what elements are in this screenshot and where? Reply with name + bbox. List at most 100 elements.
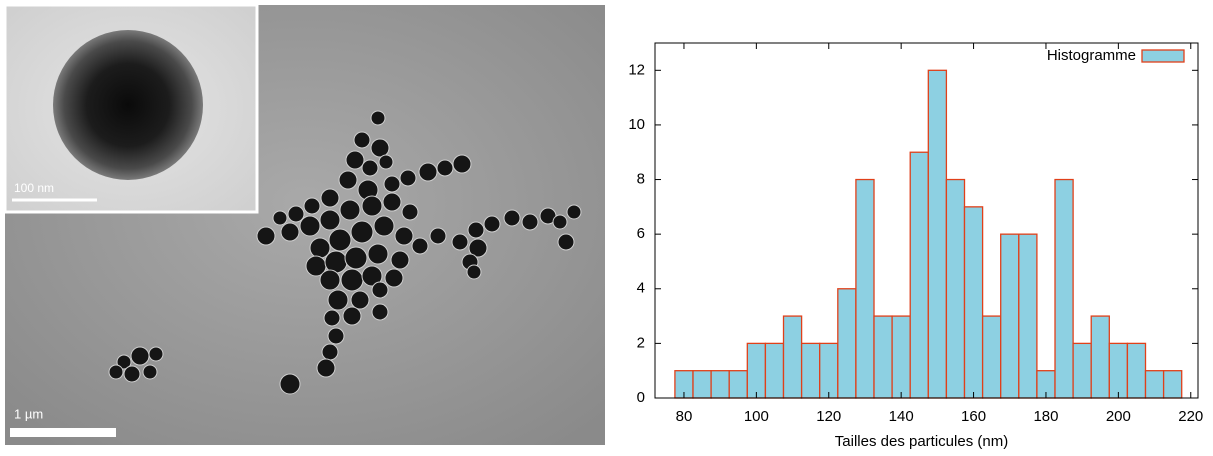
x-tick-label: 220 — [1178, 408, 1203, 425]
particle — [327, 289, 349, 311]
particle — [339, 199, 361, 221]
particle — [451, 233, 469, 251]
particle — [383, 175, 401, 193]
y-tick-label: 10 — [628, 116, 645, 133]
particle — [361, 195, 383, 217]
bar — [891, 315, 911, 399]
particle — [361, 159, 379, 177]
x-axis-label: Tailles des particules (nm) — [835, 433, 1008, 450]
particle — [323, 309, 341, 327]
inset-scale-label: 100 nm — [14, 181, 54, 195]
particle — [350, 290, 370, 310]
particle — [503, 209, 521, 227]
bar — [1144, 370, 1165, 399]
particle — [299, 215, 321, 237]
bar — [764, 342, 785, 399]
bar — [746, 342, 767, 399]
particle — [429, 227, 447, 245]
bar — [1108, 342, 1129, 399]
particle — [373, 215, 395, 237]
particle — [370, 138, 390, 158]
bar — [855, 178, 875, 399]
bar — [1162, 370, 1183, 399]
particle — [320, 188, 340, 208]
particle — [384, 268, 404, 288]
particle — [382, 192, 402, 212]
x-tick-label: 180 — [1033, 408, 1058, 425]
y-tick-label: 12 — [628, 61, 645, 78]
particle — [319, 269, 341, 291]
particle — [280, 222, 300, 242]
particle — [399, 169, 417, 187]
particle — [394, 226, 414, 246]
x-tick-label: 100 — [744, 408, 769, 425]
particle — [350, 220, 374, 244]
particle — [378, 154, 394, 170]
particle — [328, 228, 352, 252]
particle — [411, 237, 429, 255]
bar — [837, 288, 857, 399]
particle — [342, 306, 362, 326]
bar — [1000, 233, 1020, 399]
particle — [130, 346, 150, 366]
particle — [361, 265, 383, 287]
particle — [340, 268, 364, 292]
scale-bar — [10, 428, 116, 437]
bar — [873, 315, 893, 399]
y-tick-label: 6 — [637, 225, 645, 242]
particle — [321, 343, 339, 361]
particle — [287, 205, 305, 223]
particle — [319, 209, 341, 231]
particle — [272, 210, 288, 226]
particle — [418, 162, 438, 182]
particle — [327, 327, 345, 345]
bar — [710, 370, 730, 399]
particle — [370, 110, 386, 126]
bar — [1126, 342, 1147, 399]
x-tick-label: 200 — [1106, 408, 1131, 425]
bar — [800, 342, 821, 399]
particle — [401, 203, 419, 221]
y-tick-label: 4 — [637, 280, 645, 297]
particle — [148, 346, 164, 362]
bar — [692, 370, 712, 399]
x-tick-label: 120 — [816, 408, 841, 425]
x-tick-label: 160 — [961, 408, 986, 425]
bar — [927, 69, 948, 399]
particle — [468, 238, 488, 258]
particle — [452, 154, 472, 174]
particle — [353, 131, 371, 149]
bar — [945, 178, 966, 399]
particles — [108, 110, 582, 395]
y-tick-label: 8 — [637, 171, 645, 188]
bar — [1072, 342, 1092, 399]
scale-label: 1 µm — [14, 406, 43, 421]
particle — [279, 373, 301, 395]
particle — [521, 213, 539, 231]
bar — [782, 315, 803, 399]
bar — [1018, 233, 1038, 399]
particle — [436, 159, 454, 177]
inset-particle — [53, 30, 203, 180]
x-tick-label: 140 — [889, 408, 914, 425]
particle — [390, 250, 410, 270]
particle — [116, 354, 132, 370]
histogram-chart: 0 2 4 6 8 10 12 80 100 120 140 160 180 200 220 Tailles … — [628, 42, 1203, 450]
particle — [303, 197, 321, 215]
particle — [552, 214, 568, 230]
particle — [466, 264, 482, 280]
particle — [256, 226, 276, 246]
plot-frame — [654, 42, 1199, 399]
particle — [344, 246, 368, 270]
particle — [371, 281, 389, 299]
particle — [557, 233, 575, 251]
bar — [981, 315, 1002, 399]
bar — [819, 342, 839, 399]
x-tick-label: 80 — [676, 408, 693, 425]
bar — [1054, 178, 1074, 399]
bar — [1090, 315, 1110, 399]
particle — [371, 303, 389, 321]
particle — [345, 150, 365, 170]
